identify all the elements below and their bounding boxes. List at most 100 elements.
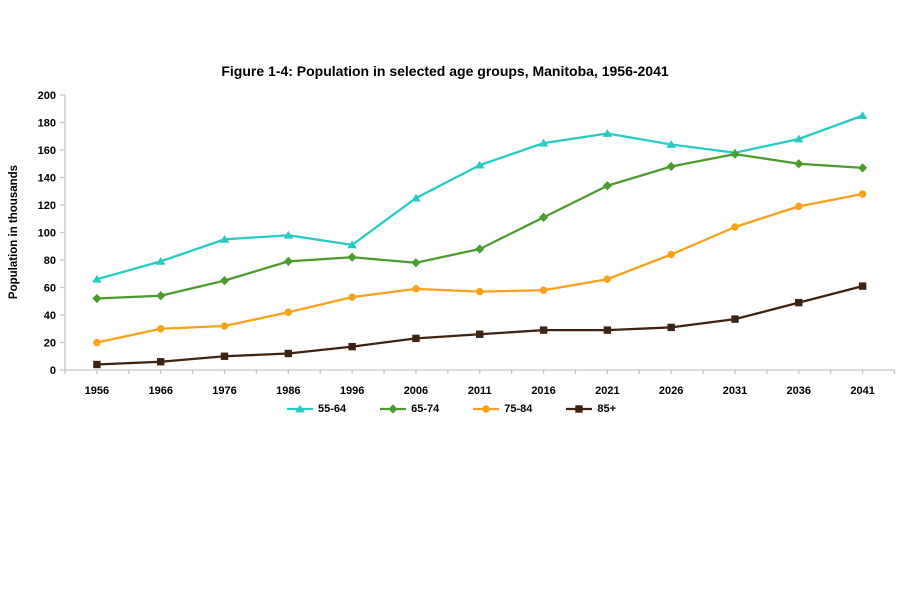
series-85+ [93, 282, 867, 369]
series-line-75-84 [96, 192, 863, 344]
square-marker [93, 360, 101, 369]
diamond-marker [92, 293, 102, 304]
square-marker [795, 298, 803, 307]
legend-label: 65-74 [411, 403, 440, 415]
square-marker [476, 330, 484, 338]
series-55-64 [92, 111, 868, 283]
triangle-marker [411, 193, 421, 202]
legend: 55-64 65-74 75-84 85+ [287, 401, 616, 417]
legend-marker-icon [566, 405, 593, 413]
triangle-marker [538, 138, 549, 147]
circle-marker [220, 322, 229, 330]
diamond-marker [283, 256, 293, 266]
circle-marker [795, 202, 803, 211]
legend-item-65-74: 65-74 [380, 403, 439, 415]
y-tick-label: 20 [44, 338, 56, 350]
triangle-marker [283, 230, 294, 239]
legend-item-85+: 85+ [566, 403, 616, 415]
square-marker [667, 323, 675, 332]
triangle-marker [155, 256, 166, 265]
triangle-marker [92, 274, 102, 283]
x-tick-label: 2016 [531, 385, 555, 397]
x-tick-label: 2036 [787, 385, 811, 397]
circle-marker [667, 250, 675, 259]
circle-marker [284, 308, 293, 316]
y-tick-label: 60 [44, 283, 56, 295]
legend-label: 75-84 [504, 403, 533, 415]
circle-marker [348, 293, 356, 301]
triangle-marker [602, 129, 613, 137]
legend-label: 55-64 [318, 403, 347, 415]
circle-marker [482, 405, 490, 413]
legend-marker-icon [380, 404, 407, 414]
diamond-marker [156, 291, 166, 301]
triangle-marker [347, 240, 357, 249]
circle-marker [539, 286, 548, 294]
legend-label: 85+ [597, 403, 617, 415]
square-marker [575, 405, 584, 413]
x-tick-label: 2026 [659, 385, 683, 397]
y-tick-label: 0 [50, 365, 56, 377]
circle-marker [476, 287, 484, 296]
y-tick-label: 40 [44, 310, 56, 322]
series-line-85+ [96, 285, 863, 366]
square-marker [731, 315, 739, 323]
x-tick-label: 1986 [276, 385, 300, 397]
triangle-marker [295, 404, 305, 413]
triangle-marker [474, 160, 485, 169]
y-tick-label: 100 [38, 228, 56, 240]
y-tick-label: 200 [38, 90, 56, 102]
y-tick-label: 160 [38, 145, 56, 157]
triangle-marker [793, 134, 804, 143]
y-tick-label: 140 [38, 173, 56, 185]
diamond-marker [388, 404, 398, 414]
square-marker [220, 352, 229, 360]
x-tick-label: 2006 [404, 385, 428, 397]
circle-marker [731, 223, 739, 231]
triangle-marker [666, 140, 676, 148]
legend-marker-icon [473, 405, 500, 413]
x-tick-label: 1966 [148, 385, 172, 397]
diamond-marker [475, 244, 485, 254]
y-tick-label: 180 [38, 118, 56, 130]
square-marker [348, 342, 356, 351]
diamond-marker [219, 276, 230, 286]
chart-title: Figure 1-4: Population in selected age g… [221, 63, 669, 79]
series-line-55-64 [96, 114, 863, 281]
x-tick-label: 2011 [468, 385, 492, 397]
y-tick-label: 80 [44, 255, 56, 267]
legend-item-75-84: 75-84 [473, 403, 532, 415]
legend-item-55-64: 55-64 [287, 403, 346, 415]
x-tick-label: 2031 [723, 385, 747, 397]
series-line-65-74 [96, 152, 863, 300]
square-marker [412, 334, 420, 343]
x-tick-label: 2041 [850, 385, 874, 397]
y-tick-label: 120 [38, 200, 56, 212]
triangle-marker [857, 111, 868, 120]
diamond-marker [730, 149, 740, 159]
circle-marker [412, 285, 420, 293]
series-75-84 [93, 190, 867, 347]
circle-marker [93, 338, 101, 347]
diamond-marker [347, 252, 357, 262]
series-65-74 [92, 149, 868, 304]
circle-marker [603, 275, 612, 283]
diamond-marker [411, 258, 421, 268]
diamond-marker [602, 181, 612, 191]
square-marker [858, 282, 867, 290]
square-marker [157, 358, 165, 366]
square-marker [539, 326, 548, 334]
x-tick-label: 1956 [85, 385, 109, 397]
x-tick-label: 1996 [340, 385, 364, 397]
square-marker [603, 326, 612, 334]
legend-marker-icon [287, 404, 313, 413]
diamond-marker [857, 163, 868, 173]
triangle-marker [219, 234, 230, 243]
diamond-marker [538, 212, 549, 222]
x-tick-label: 1976 [212, 385, 236, 397]
diamond-marker [666, 161, 676, 172]
square-marker [284, 349, 293, 358]
circle-marker [858, 190, 867, 198]
diamond-marker [794, 159, 804, 169]
